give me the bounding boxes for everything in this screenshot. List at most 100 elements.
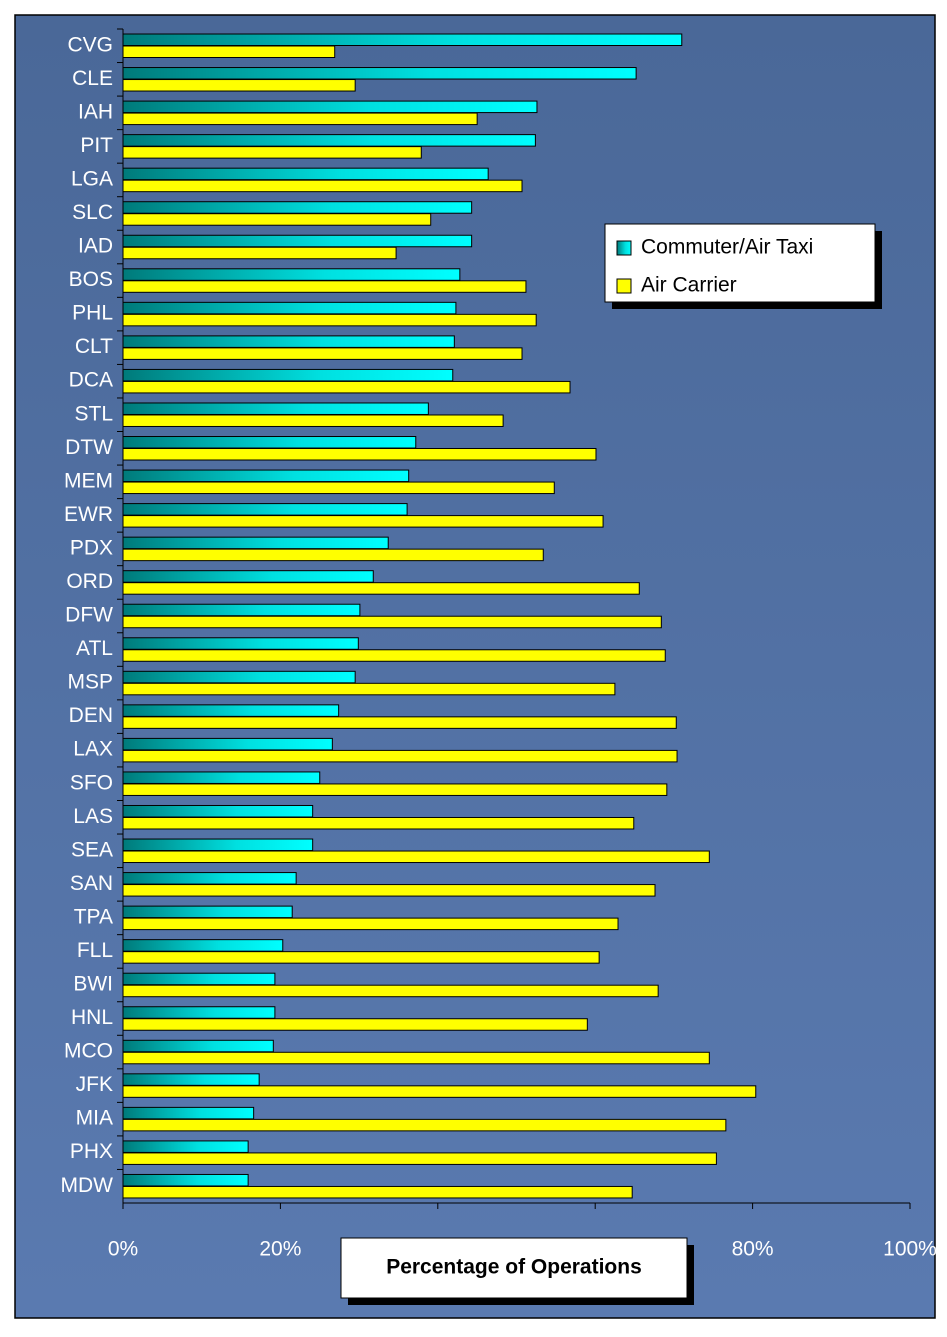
- y-tick-label: HNL: [71, 1006, 113, 1029]
- bar: [123, 504, 407, 515]
- y-tick-label: ATL: [76, 637, 113, 660]
- bar: [123, 214, 431, 226]
- y-tick-label: BWI: [73, 973, 113, 996]
- bar: [123, 202, 472, 214]
- y-tick-label: SEA: [71, 838, 113, 861]
- legend-swatch: [617, 279, 631, 293]
- y-tick-label: PIT: [80, 134, 113, 157]
- bar: [123, 940, 283, 952]
- y-tick-label: ORD: [66, 570, 113, 593]
- bar: [123, 247, 396, 259]
- bar: [123, 1019, 587, 1031]
- legend-label: Air Carrier: [641, 274, 737, 297]
- bar: [123, 516, 603, 528]
- bar: [123, 671, 355, 683]
- bar: [123, 537, 388, 549]
- bar: [123, 839, 313, 851]
- bar: [123, 1040, 273, 1052]
- bar: [123, 906, 292, 918]
- bar: [123, 437, 416, 449]
- bar: [123, 683, 615, 695]
- bar: [123, 314, 536, 326]
- bar: [123, 369, 453, 381]
- bar: [123, 604, 360, 616]
- y-tick-label: JFK: [76, 1073, 113, 1096]
- bar: [123, 1074, 259, 1086]
- y-tick-label: PHL: [72, 302, 113, 325]
- bar: [123, 80, 355, 92]
- bar: [123, 147, 421, 159]
- bar: [123, 918, 618, 930]
- bar: [123, 302, 456, 314]
- bar: [123, 985, 658, 997]
- bar: [123, 750, 677, 762]
- bar: [123, 1107, 254, 1119]
- y-tick-label: CVG: [67, 33, 113, 56]
- bar: [123, 851, 709, 863]
- y-tick-label: IAD: [78, 235, 113, 258]
- bar: [123, 873, 296, 885]
- bar: [123, 738, 332, 750]
- y-tick-label: EWR: [64, 503, 113, 526]
- bar: [123, 34, 682, 46]
- bar: [123, 1186, 632, 1198]
- bar: [123, 168, 488, 180]
- y-tick-label: TPA: [74, 905, 113, 928]
- y-tick-label: IAH: [78, 100, 113, 123]
- bar: [123, 1174, 248, 1186]
- bar: [123, 403, 428, 415]
- legend-label: Commuter/Air Taxi: [641, 236, 813, 259]
- bar: [123, 381, 570, 393]
- y-tick-label: BOS: [69, 268, 113, 291]
- bar: [123, 616, 661, 628]
- y-tick-label: MEM: [64, 469, 113, 492]
- y-tick-label: SFO: [70, 771, 113, 794]
- bar: [123, 1086, 756, 1098]
- bar: [123, 784, 667, 796]
- bar: [123, 817, 634, 829]
- y-tick-label: LAS: [73, 805, 113, 828]
- bar: [123, 638, 358, 650]
- bar: [123, 571, 373, 583]
- x-tick-label: 0%: [108, 1238, 138, 1261]
- bar: [123, 269, 460, 281]
- bar: [123, 482, 554, 494]
- bar: [123, 705, 339, 717]
- bar: [123, 415, 503, 427]
- y-tick-label: CLT: [75, 335, 113, 358]
- legend-swatch: [617, 241, 631, 255]
- x-axis-label: Percentage of Operations: [386, 1256, 642, 1279]
- bar: [123, 135, 535, 147]
- y-tick-label: LGA: [71, 167, 113, 190]
- bar: [123, 101, 537, 113]
- bar: [123, 348, 522, 360]
- x-tick-label: 100%: [883, 1238, 937, 1261]
- bar: [123, 1007, 275, 1019]
- bar: [123, 449, 596, 461]
- bar: [123, 1052, 709, 1064]
- bar: [123, 549, 543, 561]
- y-tick-label: SAN: [70, 872, 113, 895]
- bar: [123, 1153, 716, 1165]
- bar: [123, 717, 676, 729]
- y-tick-label: PDX: [70, 536, 113, 559]
- y-tick-label: LAX: [73, 738, 113, 761]
- y-tick-label: MSP: [67, 671, 113, 694]
- y-tick-label: DTW: [65, 436, 113, 459]
- bar: [123, 973, 275, 985]
- y-tick-label: DFW: [65, 604, 113, 627]
- bar: [123, 583, 639, 595]
- bar: [123, 1119, 726, 1131]
- chart: 0%20%40%60%80%100%CVGCLEIAHPITLGASLCIADB…: [0, 0, 947, 1332]
- bar: [123, 68, 636, 80]
- x-tick-label: 80%: [732, 1238, 774, 1261]
- bar: [123, 235, 472, 247]
- y-tick-label: SLC: [72, 201, 113, 224]
- y-tick-label: MDW: [61, 1174, 114, 1197]
- bar: [123, 650, 665, 662]
- y-tick-label: DEN: [69, 704, 113, 727]
- bar: [123, 805, 313, 817]
- bar: [123, 113, 477, 125]
- bar: [123, 952, 599, 964]
- bar: [123, 470, 409, 482]
